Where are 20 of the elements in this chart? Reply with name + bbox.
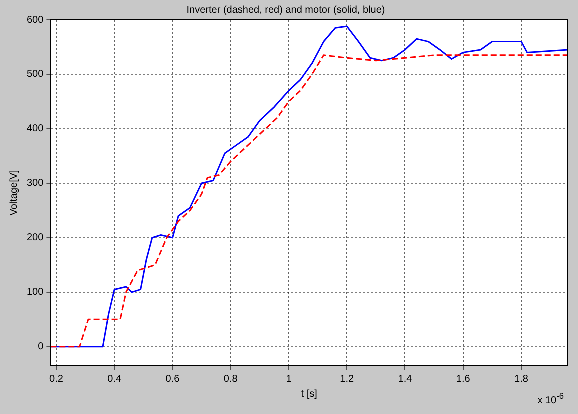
y-tick-label: 600 [26, 14, 44, 26]
x-tick-label: 0.2 [50, 374, 64, 385]
text: x 10$^{-6}$ [538, 390, 564, 406]
x-tick-label: 1 [286, 374, 292, 385]
chart-title: Inverter (dashed, red) and motor (solid, blue) [186, 4, 386, 16]
y-tick-label: 300 [26, 178, 44, 190]
y-tick-label: 0 [38, 342, 44, 353]
x-axis-title: t [s] [301, 388, 318, 400]
x-tick-label: 1.2 [340, 374, 355, 385]
x-tick-label: 1.4 [398, 374, 413, 385]
y-tick-label: 400 [26, 124, 44, 135]
x-tick-label: 0.4 [108, 374, 122, 385]
y-tick-label: 100 [26, 287, 44, 298]
x-tick-label: 0.6 [166, 374, 180, 385]
x-tick-label: 1.8 [514, 374, 529, 385]
y-axis-title: Voltage[V] [8, 170, 20, 216]
y-tick-label: 200 [26, 232, 44, 244]
x-tick-label: 0.8 [224, 374, 238, 385]
y-tick-label: 500 [26, 69, 44, 80]
x-tick-label: 1.6 [456, 374, 471, 385]
